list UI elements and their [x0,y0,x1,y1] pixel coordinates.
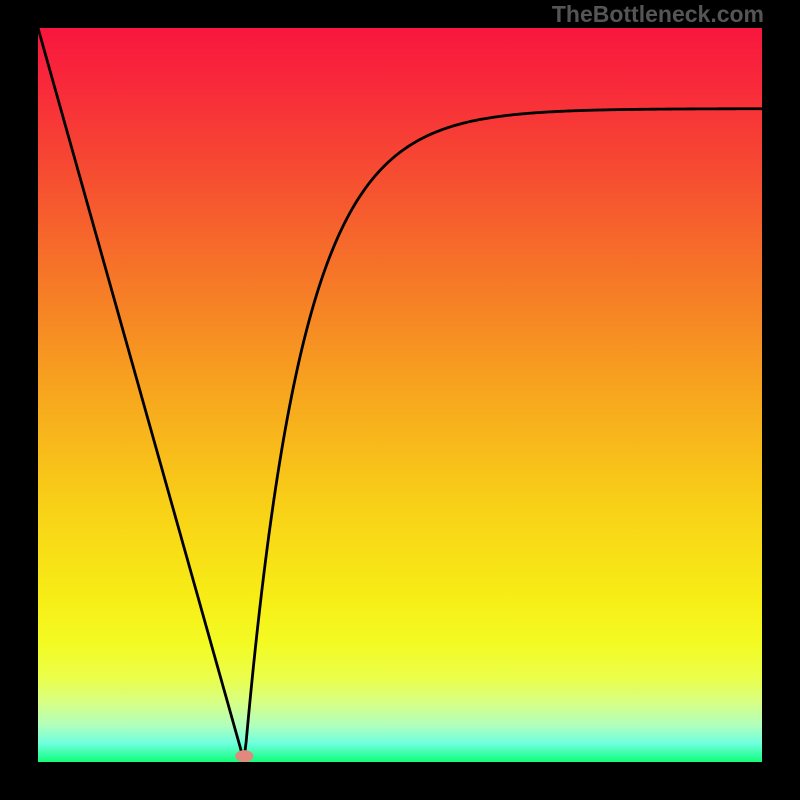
watermark-text: TheBottleneck.com [552,1,764,28]
optimal-point-marker [235,750,253,762]
plot-svg [38,28,762,762]
plot-area [38,28,762,762]
gradient-background [38,28,762,762]
